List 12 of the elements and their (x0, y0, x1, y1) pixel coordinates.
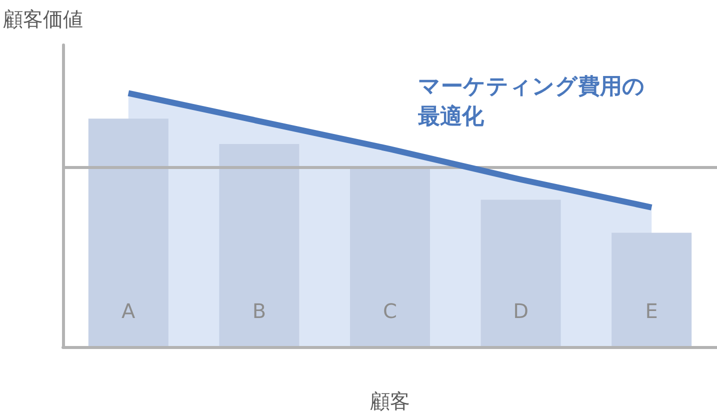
annotation: マーケティング費用の最適化 (417, 74, 645, 130)
x-tick-label: C (383, 299, 397, 323)
x-tick-label: D (513, 299, 529, 323)
x-tick-label: B (252, 299, 266, 323)
bar (480, 200, 561, 347)
bar (88, 118, 168, 347)
bar (219, 144, 300, 347)
y-axis-title: 顧客価値 (3, 7, 83, 31)
x-tick-label: A (122, 299, 136, 323)
x-tick-label: E (645, 299, 658, 323)
x-axis-title: 顧客 (370, 389, 410, 413)
bar (612, 232, 692, 347)
